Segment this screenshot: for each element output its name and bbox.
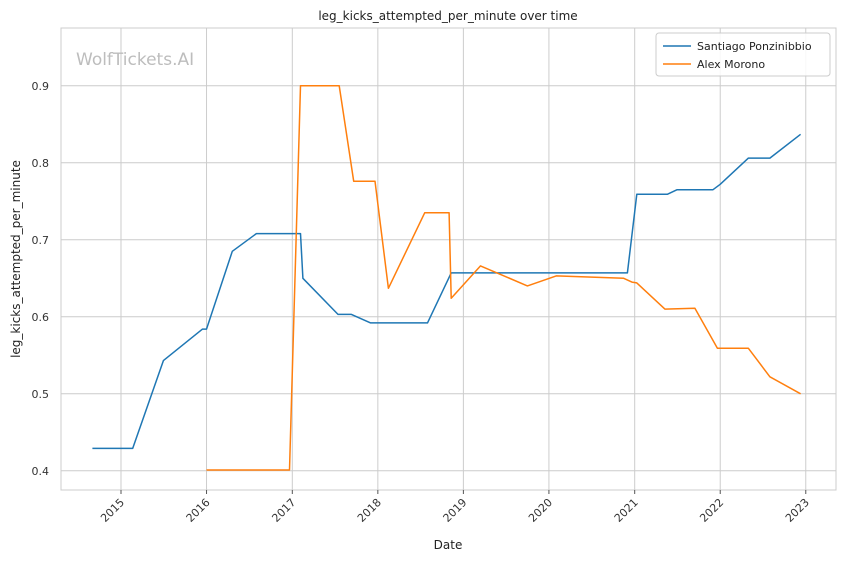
y-tick-label: 0.5	[32, 388, 50, 401]
y-tick-label: 0.4	[32, 465, 50, 478]
plot-area-frame	[60, 27, 837, 491]
x-tick-label: 2015	[98, 496, 127, 525]
y-tick-label: 0.6	[32, 311, 50, 324]
series-layer	[92, 84, 802, 471]
x-tick-label: 2023	[783, 496, 812, 525]
legend: Santiago Ponzinibbio Alex Morono	[655, 32, 831, 77]
series-line-santiago-ponzinibbio	[92, 133, 802, 450]
y-axis-title: leg_kicks_attempted_per_minute	[9, 160, 23, 358]
watermark-text: WolfTickets.AI	[76, 50, 194, 70]
legend-label-alex-morono: Alex Morono	[697, 58, 765, 71]
legend-label-santiago-ponzinibbio: Santiago Ponzinibbio	[697, 40, 812, 53]
chart-title: leg_kicks_attempted_per_minute over time	[318, 9, 577, 23]
x-tick-label: 2018	[355, 496, 384, 525]
x-tick-label: 2021	[612, 496, 641, 525]
y-axis-ticks: 0.4 0.5 0.6 0.7 0.8 0.9	[32, 80, 50, 478]
grid-lines	[61, 28, 836, 490]
legend-box	[655, 32, 831, 77]
x-tick-label: 2022	[697, 496, 726, 525]
y-tick-label: 0.9	[32, 80, 50, 93]
x-tick-label: 2016	[184, 496, 213, 525]
x-axis-title: Date	[434, 538, 463, 552]
x-axis-ticks: 2015 2016 2017 2018 2019 2020 2021 2022 2023	[98, 490, 812, 525]
y-tick-label: 0.8	[32, 157, 50, 170]
x-tick-label: 2017	[269, 496, 298, 525]
x-tick-label: 2019	[441, 496, 470, 525]
x-tick-label: 2020	[526, 496, 555, 525]
y-tick-label: 0.7	[32, 234, 50, 247]
series-line-alex-morono	[206, 84, 801, 471]
